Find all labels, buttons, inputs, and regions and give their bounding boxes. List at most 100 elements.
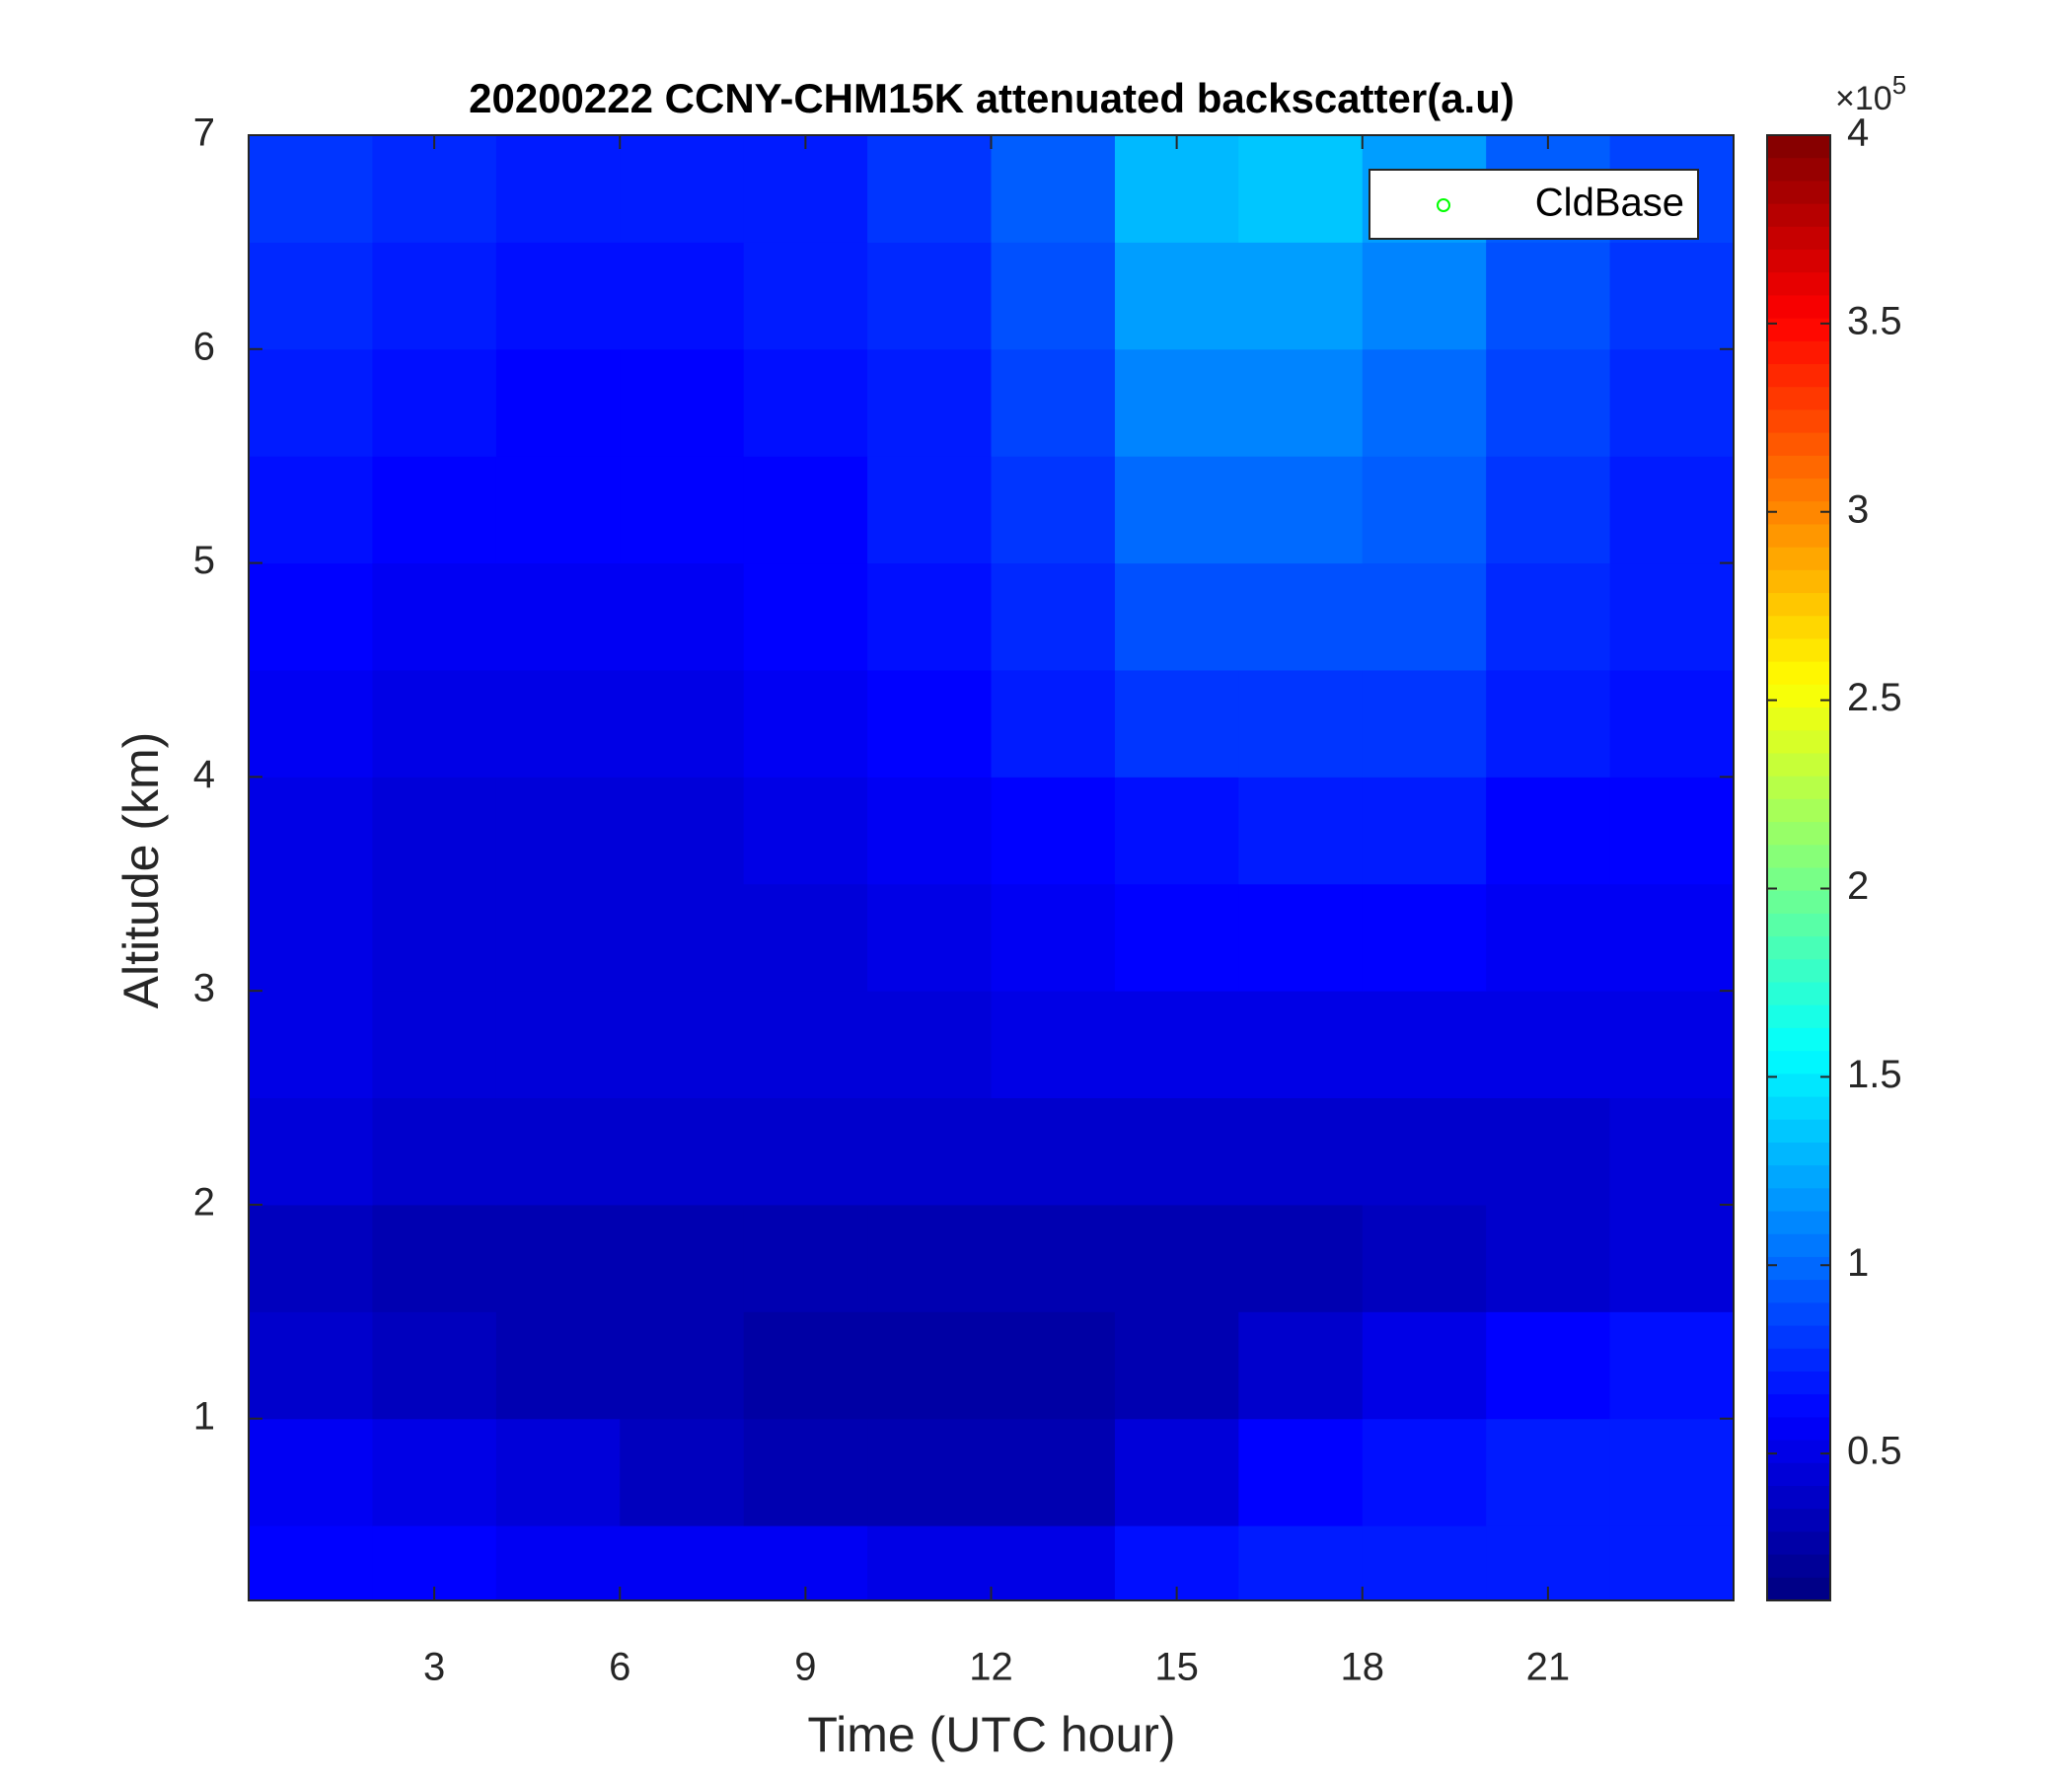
colorbar-step <box>1767 547 1830 571</box>
heatmap-cell <box>1609 1311 1735 1420</box>
heatmap-cell <box>743 348 868 457</box>
colorbar-step <box>1767 1211 1830 1235</box>
colorbar-step <box>1767 226 1830 251</box>
heatmap-cell <box>620 135 745 243</box>
heatmap-cell <box>991 562 1116 671</box>
colorbar-frame <box>1766 134 1831 1601</box>
colorbar-tick-label: 3 <box>1847 487 1869 531</box>
heatmap-cell <box>1238 562 1364 671</box>
heatmap-cell <box>743 242 868 350</box>
heatmap-cell <box>1609 669 1735 778</box>
colorbar-step <box>1767 593 1830 617</box>
heatmap-cell <box>991 1525 1116 1601</box>
heatmap-cell <box>1114 456 1239 564</box>
colorbar-step <box>1767 1325 1830 1350</box>
heatmap-cell <box>620 1204 745 1312</box>
heatmap-cell <box>1362 991 1487 1099</box>
colorbar-step <box>1767 1509 1830 1532</box>
heatmap-cell <box>620 883 745 992</box>
heatmap-cell <box>1362 1204 1487 1312</box>
colorbar-tick-label: 1.5 <box>1847 1053 1902 1096</box>
heatmap-cell <box>1238 1525 1364 1601</box>
chart-title: 20200222 CCNY-CHM15K attenuated backscat… <box>469 75 1515 121</box>
heatmap-cell <box>1486 669 1611 778</box>
heatmap-cell <box>1486 456 1611 564</box>
heatmap-cell <box>1609 1097 1735 1206</box>
x-tick-label: 6 <box>609 1646 630 1689</box>
heatmap-cell <box>991 883 1116 992</box>
heatmap-cell <box>372 883 497 992</box>
y-tick-label: 6 <box>193 325 215 368</box>
heatmap-cell <box>867 562 992 671</box>
heatmap-cell <box>1486 1418 1611 1526</box>
colorbar-step <box>1767 1280 1830 1303</box>
colorbar-step <box>1767 1348 1830 1373</box>
heatmap-cell <box>249 1204 373 1312</box>
heatmap-cell <box>991 669 1116 778</box>
heatmap-cell <box>495 456 621 564</box>
colorbar-step <box>1767 1371 1830 1395</box>
heatmap-cell <box>1114 1418 1239 1526</box>
colorbar-tick-label: 4 <box>1847 111 1869 155</box>
heatmap-cell <box>743 669 868 778</box>
heatmap-cell <box>1114 991 1239 1099</box>
heatmap-cell <box>1362 456 1487 564</box>
heatmap-cell <box>743 883 868 992</box>
colorbar-multiplier: ×105 <box>1835 70 1906 117</box>
colorbar-step <box>1767 1165 1830 1189</box>
colorbar: 0.5 1 1.5 2 2.5 3 3.5 4 <box>1766 111 1902 1601</box>
y-axis-label: Altitude (km) <box>113 732 169 1009</box>
heatmap-cell <box>1362 883 1487 992</box>
heatmap-cell <box>249 1311 373 1420</box>
heatmap-cell <box>372 1204 497 1312</box>
heatmap-cell <box>1114 242 1239 350</box>
heatmap-cell <box>620 348 745 457</box>
colorbar-step <box>1767 1485 1830 1510</box>
heatmap-cell <box>1114 669 1239 778</box>
heatmap-cell <box>991 135 1116 243</box>
heatmap-cell <box>1609 348 1735 457</box>
heatmap-cell <box>372 348 497 457</box>
heatmap-cell <box>867 348 992 457</box>
heatmap-cell <box>1486 777 1611 885</box>
heatmap-cell <box>867 777 992 885</box>
colorbar-step <box>1767 1531 1830 1556</box>
colorbar-step <box>1767 387 1830 411</box>
multiplier: ×10 <box>1835 80 1892 117</box>
x-tick-label: 9 <box>794 1646 816 1689</box>
heatmap-cell <box>249 1525 373 1601</box>
colorbar-step <box>1767 1440 1830 1464</box>
heatmap-cell <box>372 1311 497 1420</box>
heatmap-cell <box>495 777 621 885</box>
colorbar-step <box>1767 1096 1830 1121</box>
heatmap-cell <box>1609 562 1735 671</box>
heatmap-cell <box>991 1311 1116 1420</box>
heatmap-cell <box>1238 1204 1364 1312</box>
colorbar-step <box>1767 318 1830 342</box>
legend-box <box>1369 169 1699 240</box>
colorbar-step <box>1767 1256 1830 1281</box>
colorbar-step <box>1767 1302 1830 1327</box>
heatmap-cell <box>1114 348 1239 457</box>
x-tick-label: 3 <box>423 1646 445 1689</box>
heatmap-cell <box>743 135 868 243</box>
heatmap-cell <box>1486 348 1611 457</box>
heatmap-cell <box>1362 1311 1487 1420</box>
colorbar-step <box>1767 524 1830 549</box>
heatmap-cell <box>991 1418 1116 1526</box>
heatmap-cell <box>867 991 992 1099</box>
colorbar-tick-label: 2 <box>1847 864 1869 908</box>
heatmap-cell <box>372 991 497 1099</box>
x-tick-label: 21 <box>1526 1646 1571 1689</box>
colorbar-step <box>1767 1233 1830 1258</box>
heatmap-cell <box>249 991 373 1099</box>
heatmap-cell <box>620 562 745 671</box>
y-tick-label: 1 <box>193 1394 215 1438</box>
heatmap-cell <box>1114 1097 1239 1206</box>
y-tick-label: 4 <box>193 753 215 796</box>
colorbar-step <box>1767 203 1830 228</box>
heatmap-cell <box>1362 1097 1487 1206</box>
heatmap-cell <box>495 348 621 457</box>
heatmap-cell <box>372 242 497 350</box>
colorbar-step <box>1767 1004 1830 1029</box>
